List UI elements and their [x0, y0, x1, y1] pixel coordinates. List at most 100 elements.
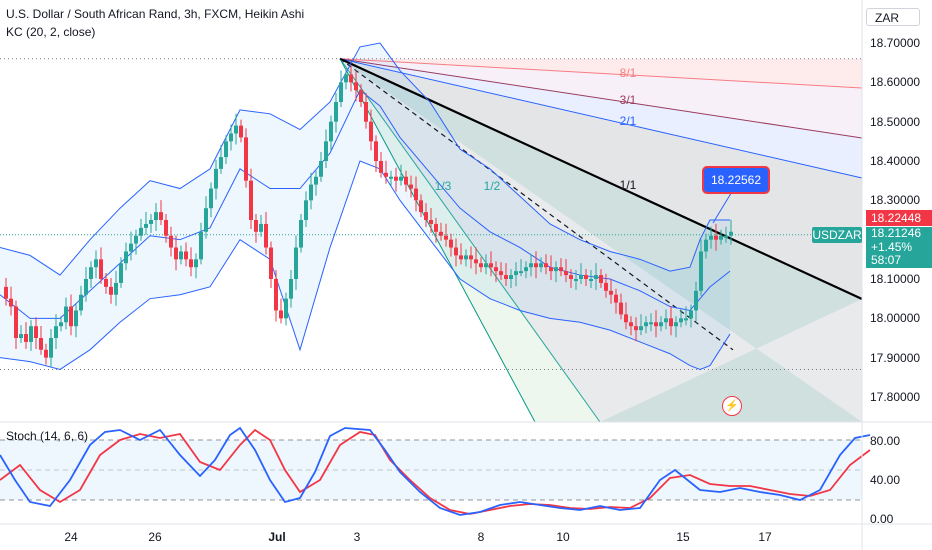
price-tick-label: 18.00000	[870, 311, 921, 326]
candle-down	[584, 275, 588, 279]
candle-up	[149, 220, 153, 224]
candle-up	[329, 121, 333, 142]
kc-lower-line	[0, 160, 731, 371]
candle-down	[414, 188, 418, 201]
candle-up	[719, 235, 723, 240]
dashed-trend-line	[339, 58, 734, 351]
candle-down	[279, 310, 283, 319]
candle-down	[394, 176, 398, 181]
candle-up	[74, 310, 78, 327]
candle-down	[274, 279, 278, 311]
candle-down	[609, 290, 613, 295]
time-tick-label: 24	[64, 530, 78, 544]
candle-up	[119, 263, 123, 283]
last-price-label: 18.21246 +1.45% 58:07	[866, 226, 932, 268]
candle-up	[639, 326, 643, 331]
candle-up	[214, 168, 218, 189]
candle-down	[4, 286, 8, 299]
stoch-tick-label: 0.00	[870, 512, 894, 526]
time-tick-label: 15	[676, 530, 690, 544]
candle-up	[509, 275, 513, 279]
candle-down	[99, 259, 103, 279]
candle-down	[9, 298, 13, 307]
candle-down	[164, 220, 168, 236]
kc-middle-line	[0, 89, 731, 319]
price-change: +1.45%	[871, 239, 913, 254]
time-tick-label: 8	[477, 530, 485, 544]
candle-up	[124, 251, 128, 264]
currency-selector[interactable]: ZAR	[866, 8, 920, 26]
candle-up	[84, 279, 88, 295]
candle-up	[19, 334, 23, 338]
candle-up	[689, 310, 693, 319]
candle-down	[264, 223, 268, 248]
candle-up	[579, 275, 583, 279]
candle-up	[594, 275, 598, 279]
candle-up	[539, 263, 543, 268]
gann-fan-line	[339, 58, 536, 423]
gann-fan-zone	[340, 58, 862, 422]
candle-up	[519, 271, 523, 274]
candle-up	[339, 82, 343, 102]
candle-up	[234, 125, 238, 134]
candle-up	[294, 247, 298, 279]
candle-down	[244, 137, 248, 181]
candle-up	[154, 212, 158, 220]
candle-down	[549, 267, 553, 272]
zap-icon[interactable]: ⚡	[722, 396, 742, 416]
price-tick-label: 18.70000	[870, 36, 921, 50]
candle-down	[559, 267, 563, 272]
candle-down	[599, 275, 603, 283]
price-tick-label: 18.60000	[870, 75, 921, 90]
candle-up	[699, 251, 703, 291]
candle-up	[129, 243, 133, 252]
candle-down	[374, 141, 378, 161]
gann-fan-line	[339, 58, 863, 89]
fan-label: 8/1	[620, 66, 637, 80]
candle-down	[569, 275, 573, 279]
candle-down	[24, 334, 28, 342]
stoch-indicator-legend[interactable]: Stoch (14, 6, 6)	[6, 429, 89, 443]
gann-fan-line	[339, 58, 601, 423]
chart-title[interactable]: U.S. Dollar / South African Rand, 3h, FX…	[6, 7, 305, 21]
candle-up	[389, 176, 393, 179]
candle-down	[434, 223, 438, 232]
candle-down	[669, 318, 673, 327]
candle-up	[649, 322, 653, 325]
candle-down	[379, 161, 383, 173]
candle-up	[319, 161, 323, 177]
candle-up	[694, 290, 698, 311]
candle-up	[344, 74, 348, 83]
candle-down	[459, 255, 463, 260]
candle-down	[439, 231, 443, 236]
last-price-value: 18.21246	[871, 226, 922, 240]
candle-up	[644, 322, 648, 327]
candle-up	[204, 208, 208, 232]
candle-down	[489, 263, 493, 268]
candle-up	[684, 318, 688, 321]
candle-down	[254, 220, 258, 232]
price-tick-label: 18.10000	[870, 272, 921, 286]
candle-down	[409, 184, 413, 189]
candle-up	[79, 294, 83, 311]
candle-up	[514, 271, 518, 276]
symbol-tag: USDZAR	[812, 227, 862, 243]
candle-up	[179, 251, 183, 260]
candle-down	[444, 235, 448, 240]
candle-down	[349, 74, 353, 83]
stoch-tick-label: 40.00	[870, 473, 901, 487]
candle-up	[134, 235, 138, 244]
high-price-label: 18.22448	[866, 210, 932, 226]
kc-indicator-legend[interactable]: KC (20, 2, close)	[6, 25, 96, 39]
price-callout[interactable]: 18.22562	[702, 166, 770, 194]
candle-up	[704, 239, 708, 252]
candle-down	[249, 180, 253, 220]
stoch-band-fill	[0, 440, 862, 500]
price-tick-label: 18.50000	[870, 114, 921, 129]
candle-down	[169, 235, 173, 248]
candle-down	[614, 294, 618, 303]
candle-down	[34, 326, 38, 338]
candle-down	[174, 247, 178, 260]
candle-up	[289, 279, 293, 299]
